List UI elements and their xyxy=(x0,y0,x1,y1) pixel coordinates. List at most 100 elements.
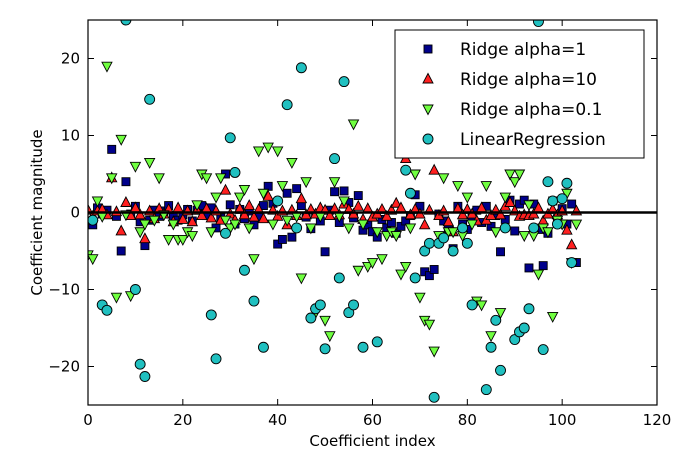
point-triangle-down xyxy=(513,169,526,181)
point-square xyxy=(538,261,548,271)
point-circle xyxy=(400,164,412,176)
x-tick-label: 100 xyxy=(548,411,577,429)
point-triangle-down xyxy=(191,200,203,212)
point-triangle-up xyxy=(262,189,274,201)
point-square xyxy=(524,263,534,273)
point-triangle-down xyxy=(509,177,521,189)
point-square xyxy=(424,271,434,281)
point-triangle-down xyxy=(480,181,493,193)
point-circle xyxy=(101,304,113,316)
point-triangle-down xyxy=(542,227,554,239)
point-triangle-down xyxy=(252,146,265,158)
point-circle xyxy=(144,93,156,105)
point-triangle-up xyxy=(380,209,393,221)
point-triangle-down xyxy=(101,61,113,73)
data-marks xyxy=(88,20,583,403)
point-triangle-up xyxy=(115,224,127,236)
point-triangle-down xyxy=(380,231,393,243)
point-circle xyxy=(542,176,554,188)
point-triangle-up xyxy=(504,196,516,207)
point-triangle-down xyxy=(305,223,317,235)
y-tick-label: −10 xyxy=(48,281,80,299)
point-triangle-down xyxy=(248,254,260,266)
point-circle xyxy=(134,358,146,370)
point-circle xyxy=(329,153,341,165)
point-triangle-down xyxy=(281,215,293,227)
point-triangle-down xyxy=(210,192,222,204)
point-triangle-down xyxy=(276,181,289,193)
point-circle xyxy=(220,227,231,239)
point-triangle-up xyxy=(186,215,199,227)
series-2 xyxy=(88,61,583,358)
point-circle xyxy=(305,312,317,324)
point-circle xyxy=(561,177,573,189)
point-triangle-down xyxy=(139,219,151,231)
point-circle xyxy=(528,222,540,234)
point-circle xyxy=(319,343,331,355)
legend-marker-triangle-up xyxy=(422,72,434,84)
point-triangle-down xyxy=(324,331,336,343)
point-triangle-down xyxy=(518,231,530,243)
point-square xyxy=(116,246,126,256)
point-circle xyxy=(248,295,260,307)
point-square xyxy=(273,239,283,249)
point-square xyxy=(282,188,292,198)
point-square xyxy=(486,221,496,231)
point-triangle-up xyxy=(139,232,151,244)
x-tick-label: 60 xyxy=(363,411,382,429)
point-triangle-down xyxy=(286,157,298,169)
point-square xyxy=(496,247,505,257)
point-triangle-down xyxy=(243,223,255,235)
point-circle xyxy=(566,257,578,268)
point-triangle-down xyxy=(319,315,331,327)
point-triangle-down xyxy=(88,254,99,266)
point-circle xyxy=(281,99,293,111)
point-triangle-down xyxy=(267,219,279,231)
point-square xyxy=(287,232,297,242)
legend-item-3: LinearRegression xyxy=(422,130,606,150)
point-circle xyxy=(343,307,355,319)
point-triangle-down xyxy=(494,308,507,320)
point-circle xyxy=(428,391,440,403)
y-tick-label: −20 xyxy=(48,358,80,376)
point-circle xyxy=(523,303,535,315)
point-square xyxy=(567,199,577,209)
point-circle xyxy=(499,222,511,234)
point-circle xyxy=(295,62,307,74)
point-triangle-down xyxy=(546,312,559,323)
point-circle xyxy=(129,284,141,295)
point-square xyxy=(396,221,406,231)
point-triangle-down xyxy=(262,142,274,154)
legend-label: Ridge alpha=1 xyxy=(460,40,586,60)
point-circle xyxy=(333,272,345,284)
point-triangle-down xyxy=(437,173,450,185)
y-axis-label: Coefficient magnitude xyxy=(28,129,46,295)
series-3 xyxy=(88,20,578,403)
point-triangle-up xyxy=(418,218,431,230)
point-square xyxy=(277,234,287,244)
point-triangle-down xyxy=(485,331,497,343)
point-triangle-down xyxy=(143,157,156,169)
point-circle xyxy=(438,232,450,244)
axis-ticks xyxy=(87,20,658,405)
y-tick-label: 10 xyxy=(61,127,80,145)
point-triangle-up xyxy=(205,211,218,223)
point-circle xyxy=(348,299,359,311)
point-circle xyxy=(338,76,350,88)
point-triangle-down xyxy=(570,219,583,231)
point-circle xyxy=(485,341,497,353)
x-axis-label: Coefficient index xyxy=(309,432,435,450)
point-square xyxy=(429,265,439,274)
x-tick-label: 80 xyxy=(458,411,477,429)
point-triangle-down xyxy=(167,219,180,231)
point-circle xyxy=(357,341,369,353)
point-triangle-down xyxy=(134,227,146,239)
point-circle xyxy=(480,384,492,396)
point-square xyxy=(320,247,330,257)
point-circle xyxy=(239,264,250,276)
x-tick-label: 0 xyxy=(83,411,93,429)
point-triangle-down xyxy=(229,219,241,231)
point-triangle-up xyxy=(428,163,440,175)
point-circle xyxy=(495,364,506,376)
